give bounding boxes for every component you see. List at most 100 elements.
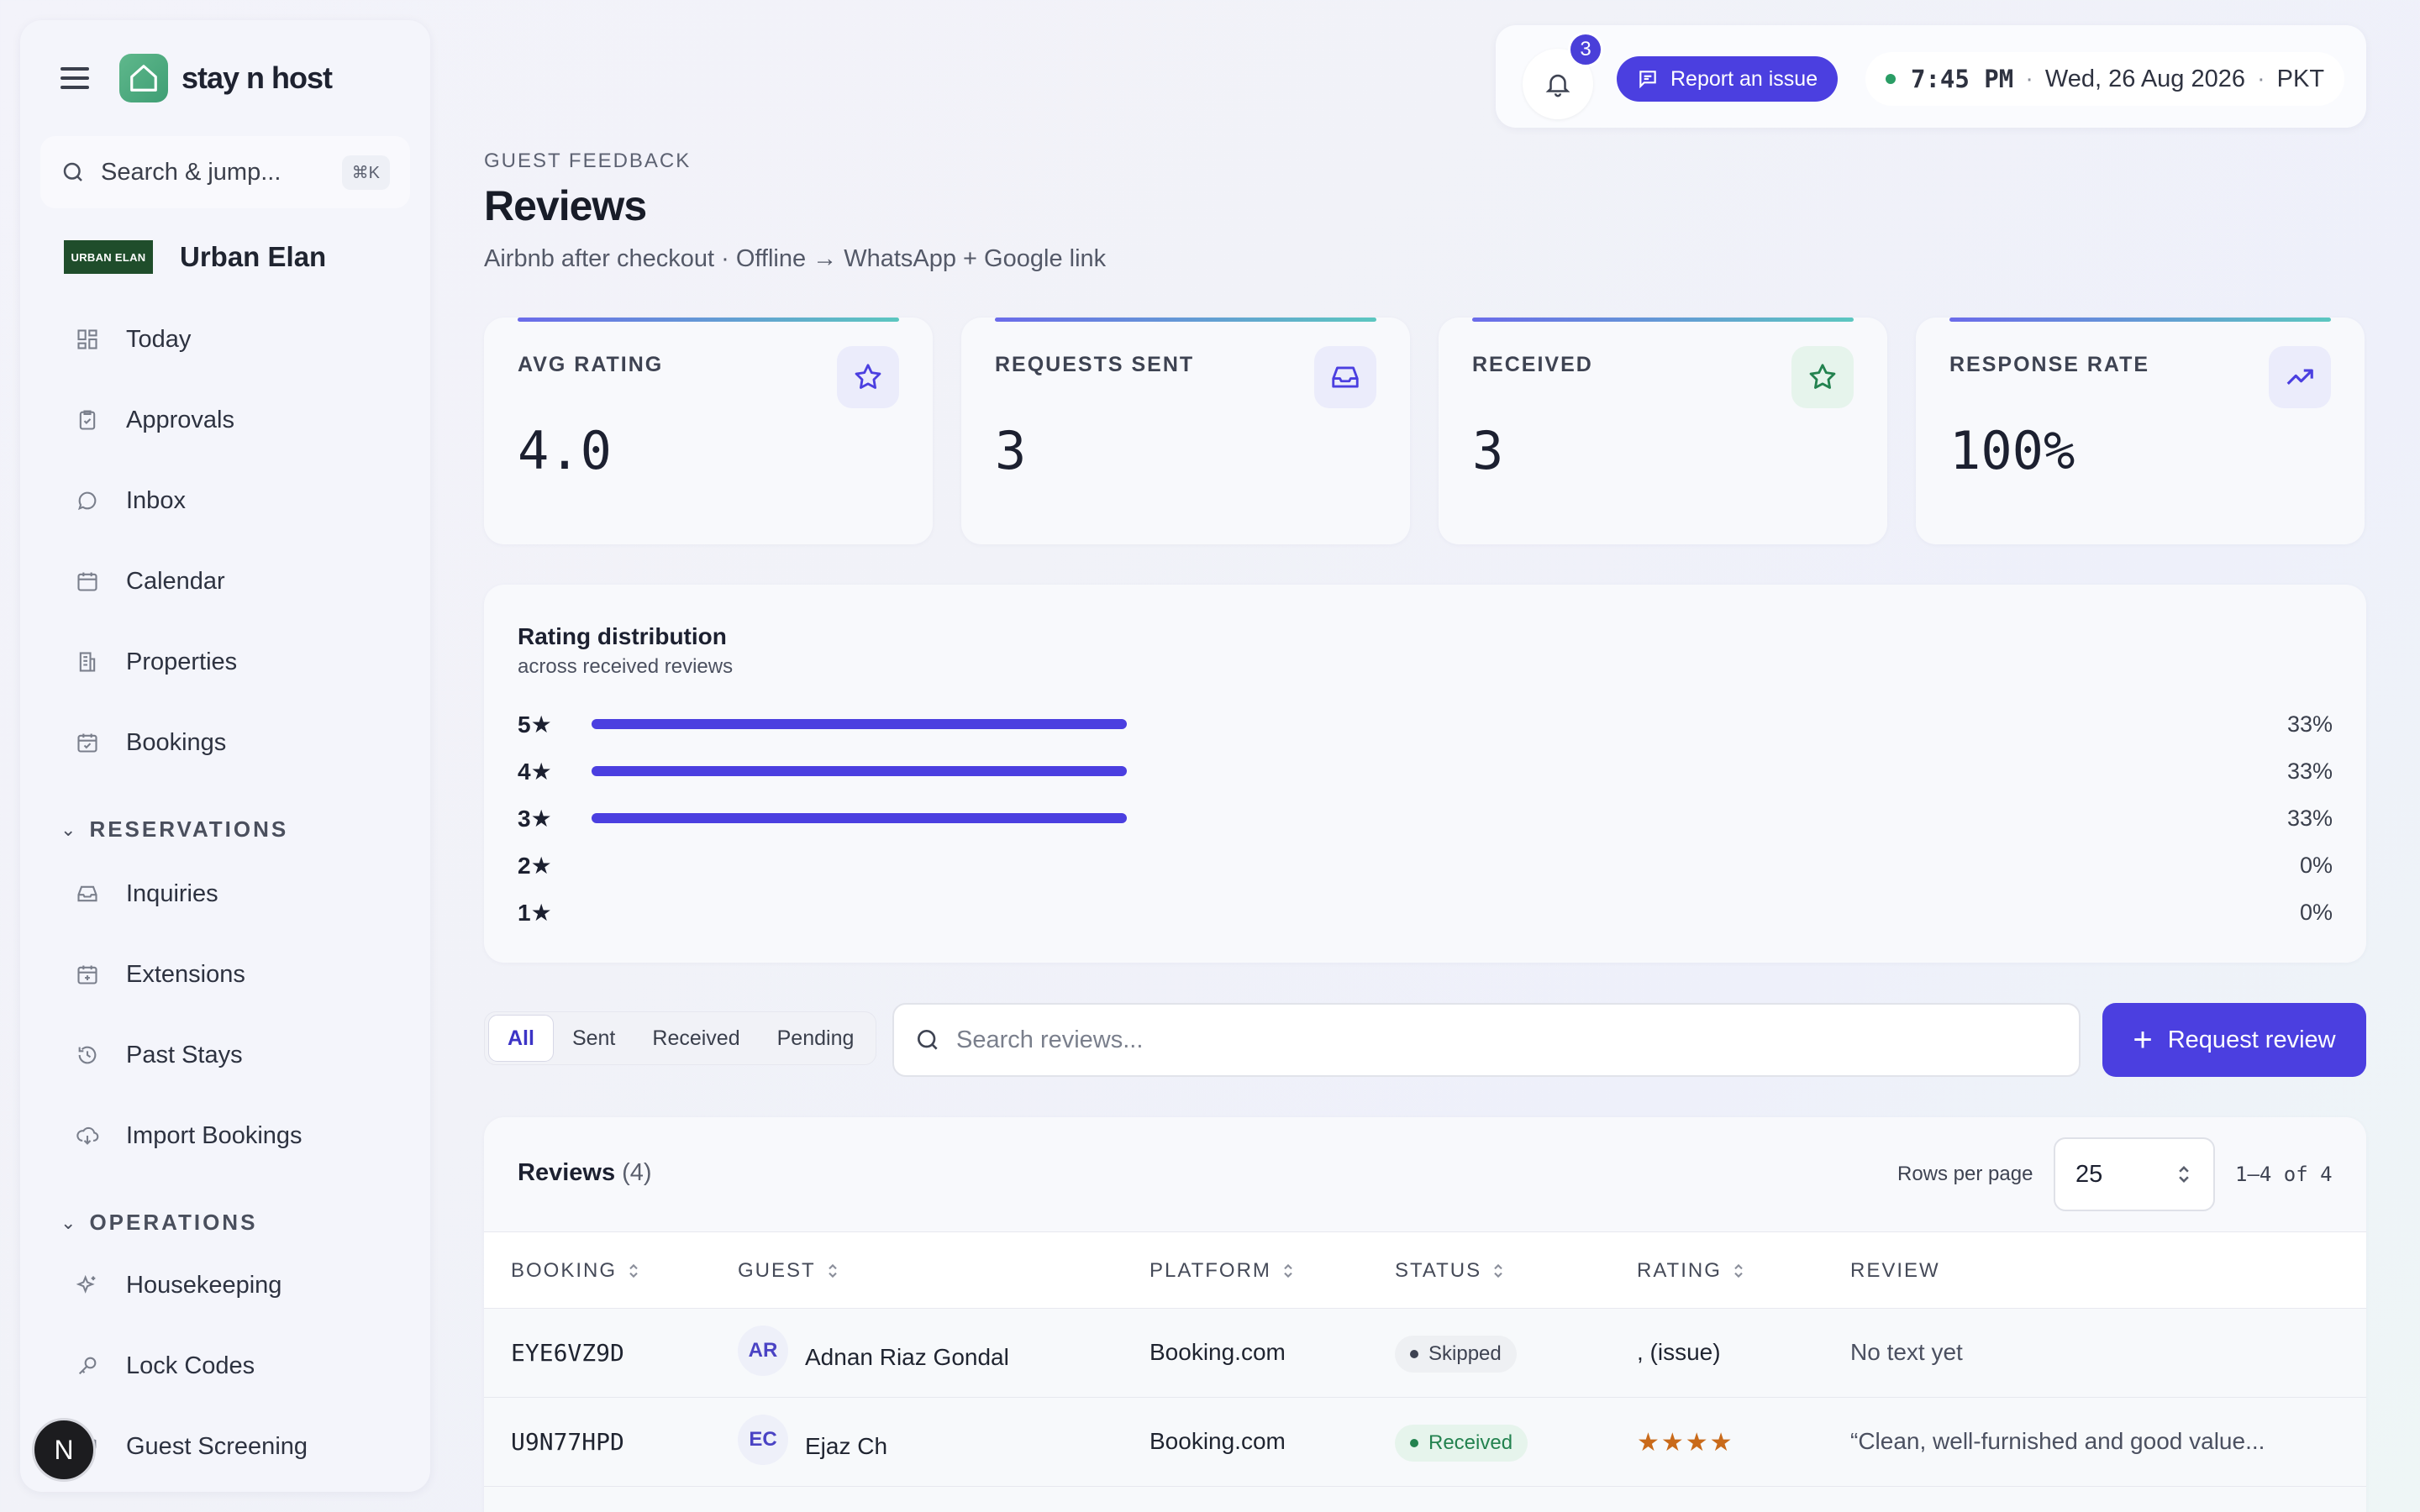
sidebar-item-properties[interactable]: Properties	[74, 637, 237, 687]
distribution-bar-track	[592, 860, 2238, 870]
sidebar-item-calendar[interactable]: Calendar	[74, 556, 225, 606]
report-issue-label: Report an issue	[1670, 66, 1818, 91]
sidebar-item-label: Lock Codes	[126, 1352, 255, 1379]
sidebar-search-placeholder: Search & jump...	[101, 158, 281, 186]
cell-review: No text yet	[1850, 1339, 1963, 1365]
stat-value: 3	[1472, 420, 1504, 481]
distribution-subtitle: across received reviews	[518, 655, 734, 678]
sidebar-item-import-bookings[interactable]: Import Bookings	[74, 1110, 302, 1161]
sidebar-item-bookings[interactable]: Bookings	[74, 717, 226, 768]
table-row[interactable]: U9N77HPD EC Ejaz Ch Booking.com Received…	[484, 1398, 2366, 1487]
status-dot	[1886, 74, 1896, 84]
cell-platform: Booking.com	[1150, 1339, 1286, 1365]
sidebar-item-label: Calendar	[126, 567, 225, 595]
separator: ·	[2025, 65, 2033, 92]
sidebar-item-inquiries[interactable]: Inquiries	[74, 869, 218, 919]
tab-pending[interactable]: Pending	[776, 1026, 855, 1050]
menu-icon[interactable]	[60, 67, 89, 89]
sidebar-item-label: Extensions	[126, 960, 245, 988]
sidebar-item-inbox[interactable]: Inbox	[74, 475, 186, 526]
star-level: 3★	[518, 805, 552, 832]
status-badge: Skipped	[1395, 1336, 1517, 1373]
sidebar-search[interactable]: Search & jump... ⌘K	[40, 136, 410, 208]
sidebar-item-lock-codes[interactable]: Lock Codes	[74, 1341, 255, 1391]
tab-received[interactable]: Received	[652, 1026, 740, 1050]
section-reservations-toggle[interactable]: ⌄ RESERVATIONS	[60, 816, 288, 843]
bell-icon	[1545, 74, 1570, 97]
column-status[interactable]: STATUS	[1395, 1259, 1505, 1283]
stat-label: RESPONSE RATE	[1949, 353, 2150, 376]
calendar-plus-icon	[74, 961, 101, 988]
column-booking[interactable]: BOOKING	[511, 1259, 640, 1283]
request-review-label: Request review	[2167, 1026, 2336, 1053]
distribution-percent: 33%	[2286, 711, 2333, 737]
stat-label: REQUESTS SENT	[995, 353, 1195, 376]
shortcut-hint: ⌘K	[341, 155, 390, 190]
sidebar-item-housekeeping[interactable]: Housekeeping	[74, 1260, 281, 1310]
status-label: Received	[1428, 1431, 1513, 1454]
message-square-icon	[1637, 68, 1659, 90]
pagination-range: 1–4 of 4	[2235, 1163, 2333, 1186]
status-dot	[1410, 1439, 1418, 1447]
sidebar-item-today[interactable]: Today	[74, 314, 191, 365]
tab-sent[interactable]: Sent	[571, 1026, 616, 1050]
report-issue-button[interactable]: Report an issue	[1617, 56, 1839, 102]
column-label: GUEST	[738, 1259, 816, 1282]
rows-per-page-select[interactable]: 25	[2054, 1137, 2215, 1211]
stat-card-received: RECEIVED 3	[1439, 318, 1887, 544]
plus-icon: +	[2133, 1021, 2153, 1058]
cell-rating-stars: ★★★★	[1637, 1429, 1734, 1457]
guest-avatar: EC	[738, 1415, 788, 1465]
cell-status: Received	[1395, 1425, 1528, 1462]
cell-status: Skipped	[1395, 1336, 1517, 1373]
building-icon	[74, 648, 101, 675]
calendar-icon	[74, 568, 101, 595]
property-switcher[interactable]: URBAN ELAN Urban Elan	[64, 240, 326, 274]
request-review-button[interactable]: + Request review	[2102, 1003, 2366, 1077]
section-label: RESERVATIONS	[89, 816, 289, 842]
history-icon	[74, 1042, 101, 1068]
column-platform[interactable]: PLATFORM	[1150, 1259, 1295, 1283]
key-icon	[74, 1352, 101, 1379]
distribution-percent: 33%	[2286, 805, 2333, 831]
column-rating[interactable]: RATING	[1637, 1259, 1745, 1283]
column-label: STATUS	[1395, 1259, 1482, 1282]
distribution-row: 3★ 33%	[518, 801, 2333, 835]
sidebar-item-past-stays[interactable]: Past Stays	[74, 1030, 243, 1080]
stat-value: 3	[995, 420, 1027, 481]
review-search-input[interactable]	[956, 1026, 2059, 1054]
brand-name[interactable]: stay n host	[182, 60, 333, 95]
sidebar-item-label: Guest Screening	[126, 1432, 308, 1460]
distribution-title: Rating distribution	[518, 623, 727, 649]
separator: ·	[2257, 65, 2265, 92]
cell-booking: EYE6VZ9D	[511, 1339, 624, 1367]
clipboard-check-icon	[74, 407, 101, 433]
column-guest[interactable]: GUEST	[738, 1259, 839, 1283]
card-accent	[1472, 318, 1854, 322]
status-badge: Received	[1395, 1425, 1528, 1462]
sidebar-item-approvals[interactable]: Approvals	[74, 395, 234, 445]
sidebar-item-guest-screening[interactable]: Guest Screening	[74, 1421, 308, 1472]
table-title-text: Reviews	[518, 1159, 616, 1186]
inbox-icon	[1314, 346, 1376, 408]
card-accent	[1949, 318, 2331, 322]
stat-card-requests-sent: REQUESTS SENT 3	[961, 318, 1410, 544]
clock-timezone: PKT	[2276, 65, 2325, 92]
search-icon	[918, 1030, 938, 1050]
table-row[interactable]	[484, 1487, 2366, 1512]
sidebar-item-label: Inbox	[126, 486, 186, 514]
guest-name: Adnan Riaz Gondal	[805, 1344, 1009, 1370]
cell-guest: EC Ejaz Ch	[738, 1415, 887, 1465]
user-avatar[interactable]: N	[32, 1418, 96, 1482]
star-level: 2★	[518, 852, 552, 879]
distribution-bar-track	[592, 813, 2238, 823]
sidebar-item-extensions[interactable]: Extensions	[74, 949, 245, 1000]
table-count: (4)	[622, 1159, 652, 1186]
section-operations-toggle[interactable]: ⌄ OPERATIONS	[60, 1210, 257, 1236]
distribution-row: 1★ 0%	[518, 895, 2333, 929]
table-row[interactable]: EYE6VZ9D AR Adnan Riaz Gondal Booking.co…	[484, 1309, 2366, 1398]
cell-guest: AR Adnan Riaz Gondal	[738, 1326, 1009, 1376]
tab-all[interactable]: All	[488, 1015, 554, 1062]
distribution-bar-track	[592, 766, 2238, 776]
sparkles-icon	[74, 1272, 101, 1299]
